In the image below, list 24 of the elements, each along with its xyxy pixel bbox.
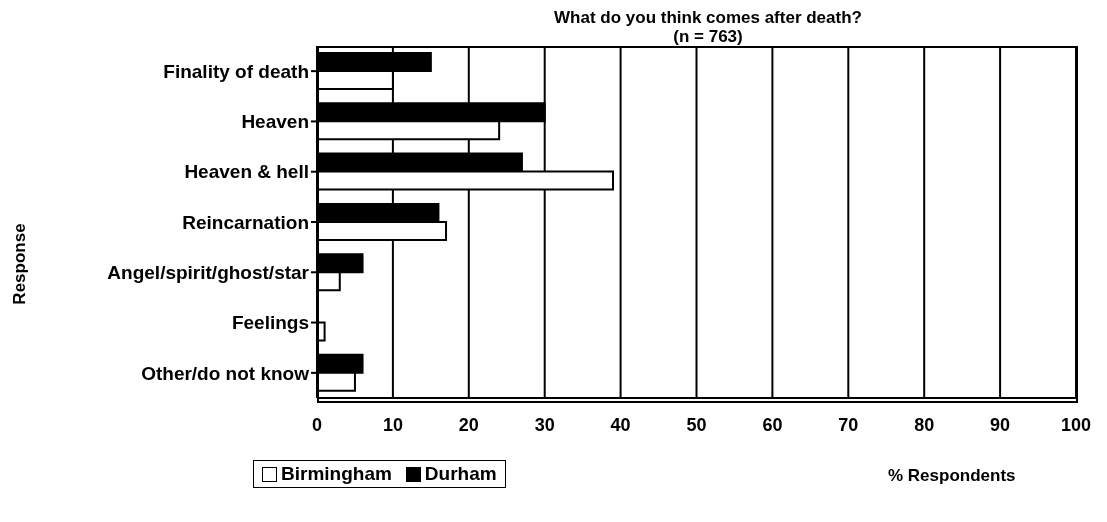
x-tick-label: 80 (914, 414, 935, 435)
y-tick-label: Heaven (241, 111, 309, 133)
legend-label: Birmingham (280, 463, 392, 485)
legend-label: Durham (423, 463, 497, 485)
x-tick-label: 40 (610, 414, 631, 435)
y-tick-label: Other/do not know (141, 362, 310, 384)
y-tick-label: Feelings (231, 312, 309, 334)
x-tick-label: 50 (686, 414, 707, 435)
x-tick-label: 70 (838, 414, 859, 435)
x-tick-label: 20 (458, 414, 479, 435)
y-tick-label: Angel/spirit/ghost/star (107, 262, 310, 284)
y-axis-title: Response (10, 222, 30, 307)
x-axis-title: % Respondents (888, 466, 1016, 486)
chart-subtitle: (n = 763) (672, 27, 744, 46)
x-tick-label: 10 (382, 414, 403, 435)
y-tick-label: Heaven & hell (184, 161, 309, 183)
x-tick-label: 0 (311, 414, 323, 435)
x-tick-label: 90 (990, 414, 1011, 435)
x-tick-label: 100 (1060, 414, 1092, 435)
x-tick-label: 60 (762, 414, 783, 435)
chart-title: What do you think comes after death? (553, 8, 863, 27)
y-tick-label: Finality of death (163, 60, 309, 82)
x-tick-label: 30 (534, 414, 555, 435)
y-tick-label: Reincarnation (182, 211, 309, 233)
